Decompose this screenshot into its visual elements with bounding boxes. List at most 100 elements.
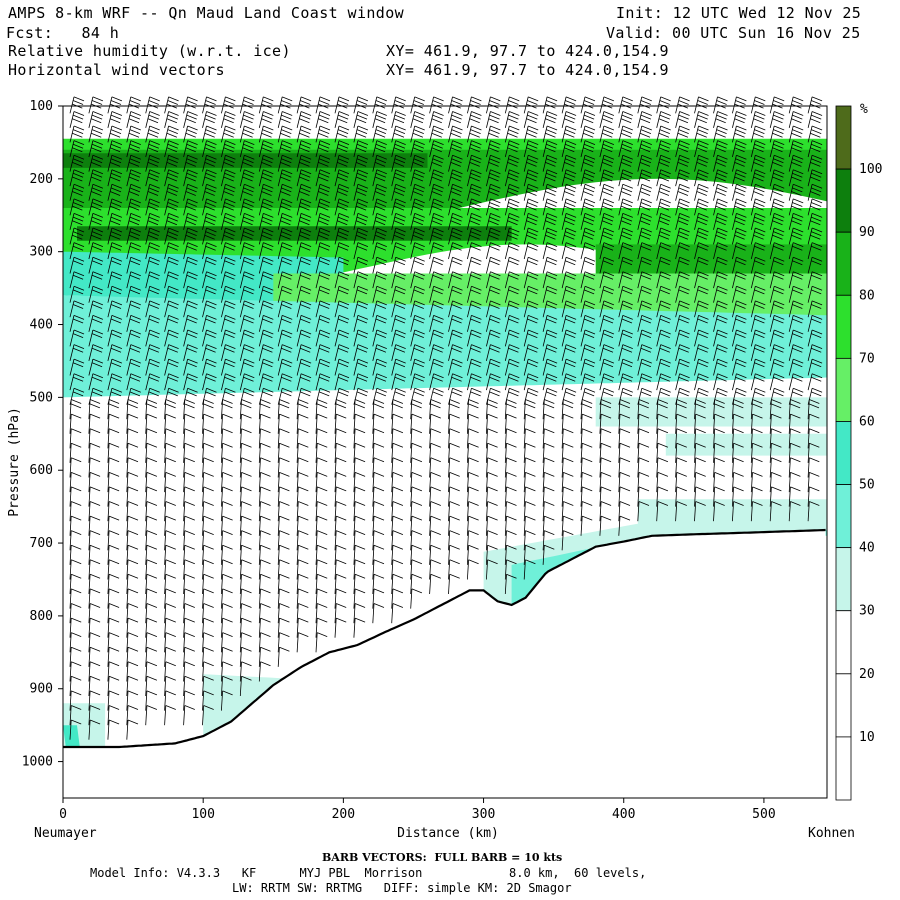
wind-barb-staff: [88, 705, 91, 726]
wind-barb-flag: [146, 705, 158, 710]
wind-barb-flag: [414, 242, 425, 247]
wind-barb: [164, 428, 176, 449]
wind-barb-flag: [108, 646, 120, 652]
wind-barb-flag: [222, 501, 233, 506]
wind-barb-staff: [239, 111, 245, 128]
wind-barb-flag: [128, 205, 140, 211]
wind-barb-flag: [263, 256, 274, 262]
wind-barb-flag: [281, 202, 292, 207]
wind-barb: [239, 198, 255, 216]
wind-barbs: [69, 96, 823, 740]
wind-barb: [221, 501, 233, 522]
wind-barb: [145, 501, 158, 522]
wind-barb: [258, 661, 271, 682]
wind-barb-flag: [298, 588, 309, 594]
wind-barb-flag: [186, 114, 197, 120]
wind-barb: [410, 242, 425, 260]
wind-barb-staff: [145, 329, 151, 347]
wind-barb-flag: [449, 428, 460, 434]
wind-barb-flag: [223, 234, 234, 240]
wind-barb-flag: [129, 391, 141, 397]
wind-barb-flag: [225, 169, 236, 175]
wind-barb-flag: [736, 96, 747, 102]
wind-barb: [183, 661, 195, 682]
wind-barb-flag: [203, 413, 214, 419]
wind-barb: [69, 501, 82, 522]
wind-barb-flag: [300, 242, 312, 247]
wind-barb-flag: [300, 373, 312, 379]
wind-barb-flag: [205, 172, 216, 178]
wind-barb: [410, 373, 425, 391]
wind-barb-flag: [300, 143, 311, 149]
wind-barb-staff: [429, 516, 432, 536]
wind-barb: [372, 140, 387, 158]
wind-barb-flag: [373, 515, 385, 521]
wind-barb-staff: [334, 184, 340, 201]
wind-barb-staff: [315, 300, 321, 318]
wind-barb: [69, 242, 85, 260]
wind-barb-staff: [372, 472, 375, 493]
wind-barb-staff: [183, 472, 186, 493]
wind-barb-flag: [225, 96, 236, 102]
wind-barb-flag: [298, 486, 309, 492]
wind-barb-flag: [203, 403, 214, 409]
wind-barb-staff: [277, 530, 280, 551]
wind-barb: [126, 486, 139, 507]
wind-barb-staff: [221, 315, 226, 332]
wind-barb-flag: [146, 544, 158, 550]
wind-barb: [164, 300, 179, 318]
wind-barb-flag: [108, 399, 120, 404]
wind-barb-flag: [187, 256, 198, 262]
wind-barb-flag: [225, 242, 236, 247]
wind-barb-flag: [260, 403, 271, 409]
wind-barb-flag: [282, 256, 293, 262]
wind-barb-flag: [243, 347, 254, 353]
wind-barb: [296, 413, 309, 434]
wind-barb-staff: [107, 184, 113, 201]
wind-barb-staff: [277, 286, 283, 303]
wind-barb-staff: [296, 198, 302, 216]
wind-barb-staff: [467, 96, 472, 114]
wind-barb-staff: [239, 545, 242, 565]
wind-barb-flag: [148, 318, 159, 324]
wind-barb-flag: [225, 344, 236, 349]
wind-barb-staff: [372, 140, 378, 158]
wind-barb-flag: [376, 358, 387, 364]
wind-barb-staff: [202, 96, 207, 114]
wind-barb-flag: [413, 100, 424, 105]
wind-barb: [145, 271, 160, 289]
wind-barb-staff: [88, 125, 94, 143]
wind-barb-flag: [146, 632, 158, 637]
wind-barb-flag: [374, 191, 386, 196]
wind-barb: [107, 315, 123, 332]
wind-barb-staff: [221, 399, 223, 420]
wind-barb: [107, 358, 123, 376]
wind-barb: [410, 285, 425, 303]
wind-barb: [429, 154, 444, 172]
wind-barb-flag: [279, 573, 290, 579]
wind-barb-staff: [88, 169, 94, 187]
wind-barb: [145, 559, 158, 580]
wind-barb-staff: [258, 647, 261, 667]
wind-barb-staff: [391, 96, 397, 114]
wind-barb-flag: [354, 530, 366, 535]
wind-barb-flag: [166, 162, 178, 167]
wind-barb-staff: [88, 428, 91, 449]
wind-barb-flag: [356, 391, 368, 397]
wind-barb-flag: [167, 172, 178, 178]
wind-barb-staff: [391, 603, 394, 624]
wind-barb-staff: [145, 486, 148, 507]
wind-barb: [372, 315, 387, 332]
wind-barb-flag: [167, 289, 178, 295]
wind-barb-flag: [149, 213, 160, 218]
wind-barb-flag: [395, 183, 406, 189]
wind-barb-staff: [107, 140, 113, 158]
wind-barb-flag: [203, 603, 214, 608]
wind-barb-flag: [129, 172, 141, 178]
wind-barb-flag: [355, 176, 367, 182]
wind-barb-flag: [319, 304, 330, 309]
wind-barb: [391, 530, 404, 551]
wind-barb: [202, 588, 214, 609]
wind-barb-flag: [149, 242, 160, 247]
wind-barb-staff: [429, 457, 432, 478]
